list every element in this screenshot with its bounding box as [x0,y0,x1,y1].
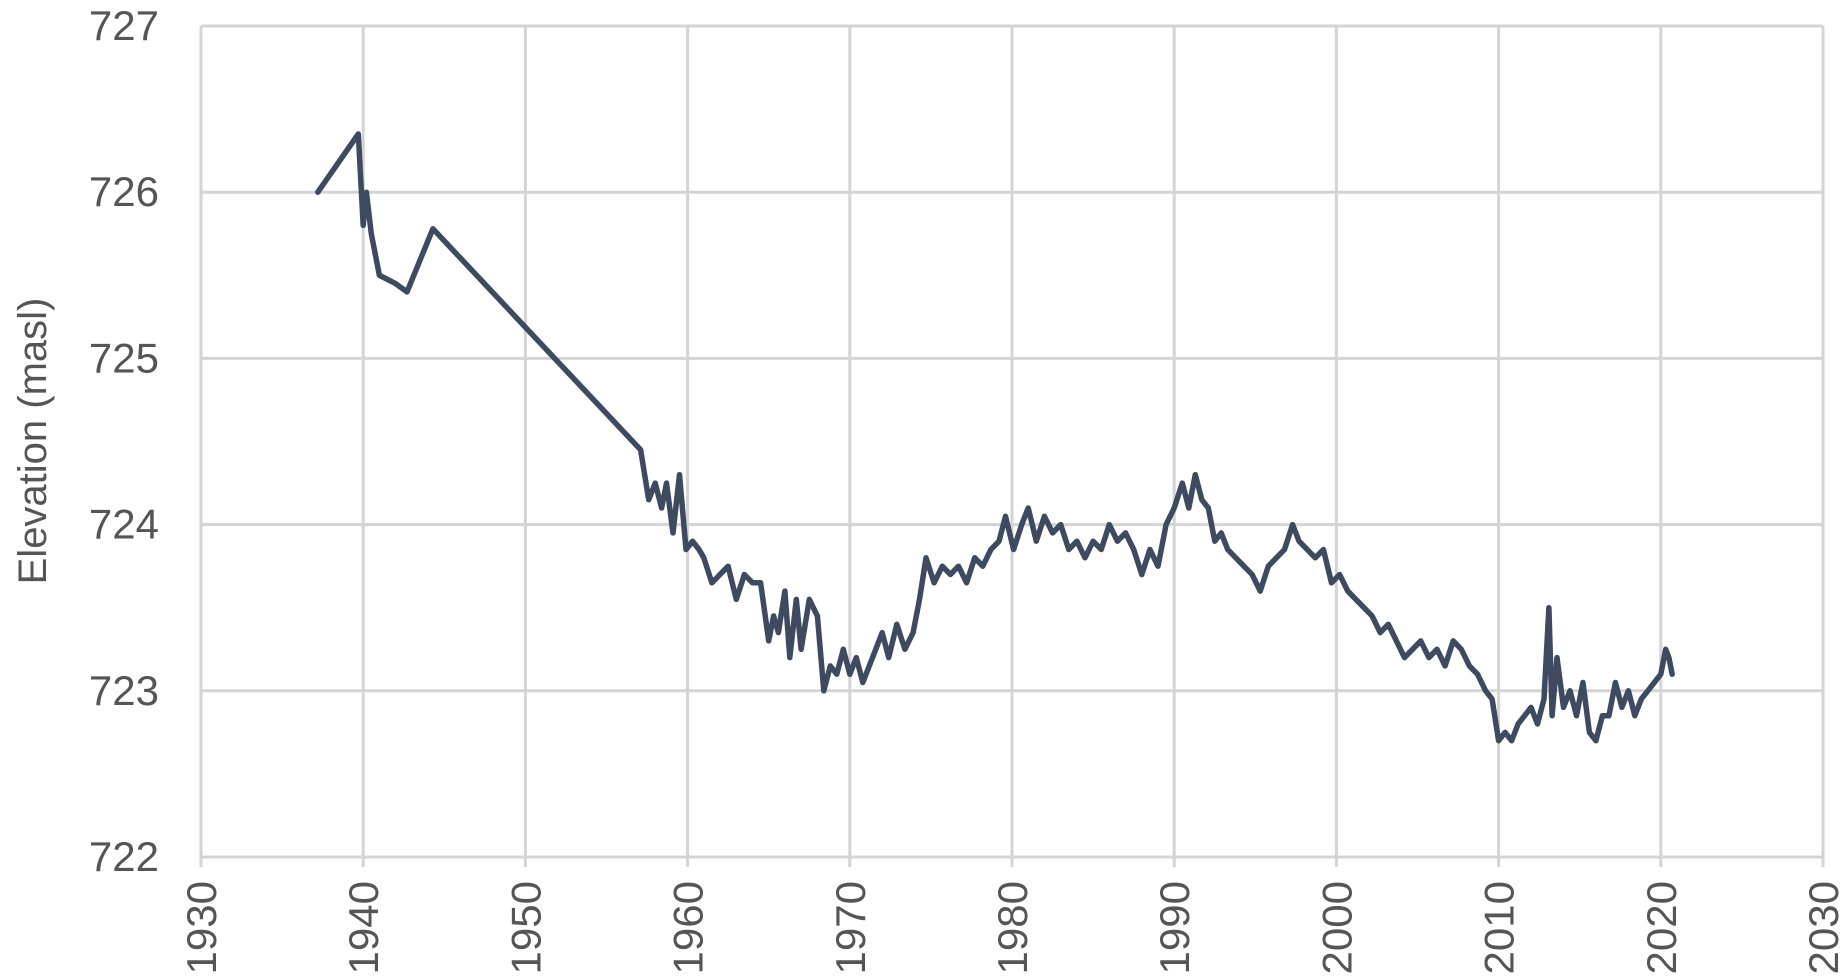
x-tick-label: 2030 [1800,881,1840,974]
y-tick-label: 724 [89,501,159,548]
x-tick-label: 1930 [178,881,225,974]
x-tick-label: 1940 [340,881,387,974]
x-tick-label: 1950 [502,881,549,974]
y-tick-label: 726 [89,168,159,215]
elevation-series-line [315,131,1675,744]
x-tick-label: 2000 [1313,881,1360,974]
x-tick-label: 1960 [665,881,712,974]
y-tick-label: 723 [89,667,159,714]
x-tick-label: 1980 [989,881,1036,974]
y-tick-label: 722 [89,833,159,880]
y-tick-label: 727 [89,2,159,49]
x-tick-label: 2020 [1638,881,1685,974]
x-tick-label: 2010 [1476,881,1523,974]
y-axis-title: Elevation (masl) [11,298,55,585]
tick-labels: 722 723 724 725 726 727 1930 1940 1950 1960 1970 19… [89,2,1840,974]
x-tick-label: 1970 [827,881,874,974]
y-tick-label: 725 [89,334,159,381]
grid [199,24,1825,867]
x-tick-label: 1990 [1151,881,1198,974]
series [315,131,1675,744]
